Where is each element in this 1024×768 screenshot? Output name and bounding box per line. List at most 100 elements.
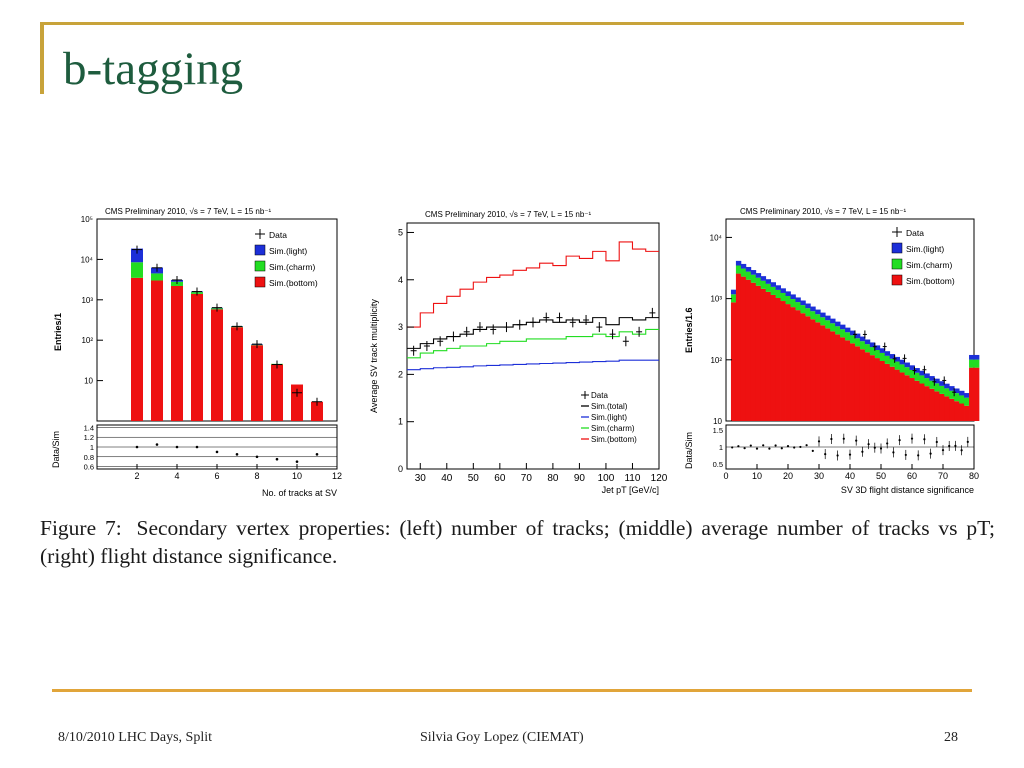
middle-xtick-label-4: 70 <box>521 473 533 484</box>
right-y-axis-title: Entries/1.6 <box>684 307 694 353</box>
right-bar-light <box>825 315 831 321</box>
right-bar-charm <box>929 380 935 389</box>
left-legend-label-2: Sim.(charm) <box>269 262 315 272</box>
right-bar-bottom <box>949 398 955 421</box>
right-ratio-point <box>743 447 746 450</box>
right-ratio-point <box>737 445 740 448</box>
right-ratio-point <box>755 447 759 450</box>
right-bar-bottom <box>929 388 935 421</box>
right-bar-light <box>735 260 742 266</box>
right-bar-charm <box>735 265 742 274</box>
right-bar-bottom <box>830 331 836 421</box>
right-bar-bottom <box>845 340 851 421</box>
left-ytick-label-4: 10 <box>84 377 93 386</box>
middle-xtick-label-7: 100 <box>598 473 615 484</box>
chart-flight-distance-significance: CMS Preliminary 2010, √s = 7 TeV, L = 15… <box>684 207 980 495</box>
right-bar-bottom <box>775 297 781 421</box>
middle-ytick-label-2: 2 <box>398 369 403 379</box>
right-bar-light <box>765 279 772 284</box>
right-bar-charm <box>964 397 970 406</box>
middle-legend-label-4: Sim.(bottom) <box>591 435 637 444</box>
right-bar-bottom <box>780 301 786 421</box>
left-legend-swatch-2 <box>254 260 266 272</box>
left-legend-swatch-1 <box>254 244 266 256</box>
middle-xtick-label-5: 80 <box>547 473 559 484</box>
middle-legend-label-2: Sim.(light) <box>591 413 627 422</box>
right-bar-light <box>869 342 876 348</box>
right-bar-charm <box>750 274 757 283</box>
right-xtick-label-5: 50 <box>876 471 886 481</box>
left-ratio-point-11 <box>315 453 319 456</box>
right-ratio-point <box>749 444 752 447</box>
right-bar-bottom <box>914 380 920 421</box>
right-bar-charm <box>730 294 737 303</box>
right-bar-bottom <box>864 352 871 421</box>
right-bar-light <box>889 354 896 359</box>
right-bar-charm <box>845 332 851 341</box>
right-bar-charm <box>959 395 965 404</box>
middle-ytick-label-5: 5 <box>398 227 403 237</box>
right-bar-charm <box>805 308 811 317</box>
right-bar-bottom <box>879 360 886 421</box>
right-bar-light <box>879 348 886 353</box>
right-ratio-axis-title: Data/Sim <box>684 432 694 469</box>
right-bar-light <box>830 318 836 324</box>
right-legend-swatch-3 <box>891 274 903 286</box>
left-xtick-label-5: 12 <box>332 471 342 481</box>
left-legend-label-3: Sim.(bottom) <box>269 278 318 288</box>
right-bar-light <box>974 354 980 360</box>
left-bar-Sim.(charm)-2 <box>131 262 143 278</box>
right-bar-light <box>740 263 747 269</box>
right-xtick-label-7: 70 <box>938 471 948 481</box>
chart-tracks-at-sv: CMS Preliminary 2010, √s = 7 TeV, L = 15… <box>51 207 342 498</box>
right-bar-bottom <box>750 282 757 421</box>
left-ratio-point-5 <box>195 445 199 449</box>
right-bar-charm <box>944 388 950 397</box>
left-bar-Sim.(bottom)-6 <box>211 309 223 421</box>
right-bar-bottom <box>934 391 940 421</box>
right-bar-light <box>810 306 816 312</box>
right-bar-charm <box>889 358 896 367</box>
right-bar-bottom <box>939 393 945 421</box>
right-bar-charm <box>830 323 836 332</box>
left-ytick-label-0: 10⁵ <box>81 215 93 224</box>
right-bar-charm <box>840 329 846 338</box>
left-ratio-tick-label-2: 1 <box>90 443 94 452</box>
right-bar-charm <box>760 280 767 289</box>
middle-xtick-label-1: 40 <box>441 473 453 484</box>
right-bar-bottom <box>760 288 767 421</box>
right-ratio-tick-label-2: 0.5 <box>713 460 723 469</box>
middle-y-axis-title: Average SV track multiplicity <box>369 299 379 413</box>
middle-xtick-label-0: 30 <box>415 473 427 484</box>
title-frame-top-rule <box>40 22 964 25</box>
left-legend-swatch-3 <box>254 276 266 288</box>
left-ratio-tick-label-3: 0.8 <box>84 453 94 462</box>
left-bar-Sim.(bottom)-3 <box>151 280 163 421</box>
right-bar-bottom <box>755 285 762 421</box>
right-bar-light <box>780 288 786 293</box>
right-bar-charm <box>780 292 786 302</box>
left-xtick-label-2: 6 <box>214 471 219 481</box>
right-bar-charm <box>904 367 910 376</box>
right-bar-bottom <box>785 304 791 421</box>
right-xtick-label-3: 30 <box>814 471 824 481</box>
middle-xtick-label-9: 120 <box>651 473 668 484</box>
left-ratio-point-10 <box>295 460 299 463</box>
right-bar-light <box>919 370 925 376</box>
left-ytick-label-3: 10² <box>81 336 93 345</box>
right-bar-charm <box>914 372 920 381</box>
right-bar-bottom <box>889 366 896 421</box>
right-xtick-label-1: 10 <box>752 471 762 481</box>
right-bar-bottom <box>884 363 891 421</box>
right-bar-charm <box>850 335 856 344</box>
right-bar-bottom <box>850 343 856 421</box>
right-bar-charm <box>859 341 866 350</box>
right-bar-light <box>820 312 826 318</box>
figure-caption: Figure 7: Secondary vertex properties: (… <box>40 514 995 570</box>
right-bar-light <box>959 390 965 396</box>
right-ratio-tick-label-1: 1 <box>719 443 723 452</box>
left-ratio-tick-label-4: 0.6 <box>84 463 94 472</box>
chart-panel-middle: CMS Preliminary 2010, √s = 7 TeV, L = 15… <box>363 203 668 503</box>
left-bar-Sim.(bottom)-9 <box>271 364 283 421</box>
right-bar-charm <box>974 359 980 368</box>
